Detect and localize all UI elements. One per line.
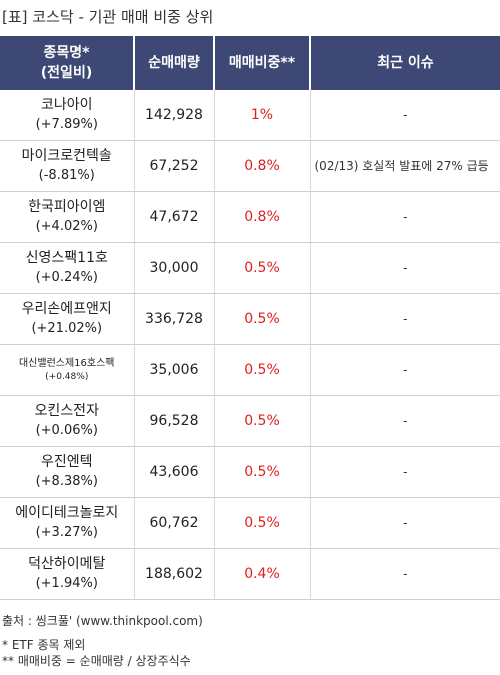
stock-name: 한국피아이엠: [28, 199, 106, 215]
trade-ratio: 0.5%: [214, 497, 311, 549]
stock-name: 코나아이: [40, 97, 93, 113]
header-stock-name: 종목명* (전일비): [0, 36, 135, 90]
net-volume: 188,602: [134, 548, 215, 600]
table-row: 신영스팩11호 (+0.24%) 30,000 0.5% -: [0, 242, 500, 294]
net-volume: 30,000: [134, 242, 215, 294]
stock-name-cell: 마이크로컨텍솔 (-8.81%): [0, 140, 135, 192]
trade-ratio: 0.5%: [214, 293, 311, 345]
table-row: 한국피아이엠 (+4.02%) 47,672 0.8% -: [0, 191, 500, 243]
net-volume: 336,728: [134, 293, 215, 345]
net-volume: 96,528: [134, 395, 215, 447]
stock-name-cell: 우진엔텍 (+8.38%): [0, 446, 135, 498]
trade-ratio: 0.5%: [214, 446, 311, 498]
recent-issue: -: [310, 90, 500, 141]
stock-name-cell: 오킨스전자 (+0.06%): [0, 395, 135, 447]
header-name-line2: (전일비): [40, 65, 93, 81]
stock-name: 신영스팩11호: [25, 250, 108, 266]
stock-name-cell: 코나아이 (+7.89%): [0, 90, 135, 141]
stock-name: 오킨스전자: [34, 403, 99, 419]
stock-change: (+0.24%): [35, 270, 98, 285]
footnote-ratio: ** 매매비중 = 순매매량 / 상장주식수: [2, 654, 191, 668]
table-row: 우진엔텍 (+8.38%) 43,606 0.5% -: [0, 446, 500, 498]
stock-name: 덕산하이메탈: [28, 556, 106, 572]
source-note: 출처 : 씽크풀' (www.thinkpool.com): [2, 614, 203, 628]
trade-ratio: 0.5%: [214, 344, 311, 396]
stock-change: (+1.94%): [35, 576, 98, 591]
stock-change: (+0.48%): [45, 372, 89, 382]
stock-name-cell: 덕산하이메탈 (+1.94%): [0, 548, 135, 600]
recent-issue: -: [310, 446, 500, 498]
recent-issue: -: [310, 344, 500, 396]
trade-ratio: 0.5%: [214, 242, 311, 294]
stock-change: (+4.02%): [35, 219, 98, 234]
table-row: 대신밸런스제16호스팩 (+0.48%) 35,006 0.5% -: [0, 344, 500, 396]
recent-issue: -: [310, 497, 500, 549]
stock-name: 에이디테크놀로지: [15, 505, 119, 521]
stock-name-cell: 신영스팩11호 (+0.24%): [0, 242, 135, 294]
recent-issue: -: [310, 293, 500, 345]
recent-issue: -: [310, 191, 500, 243]
stock-name-cell: 대신밸런스제16호스팩 (+0.48%): [0, 344, 135, 396]
header-name-line1: 종목명*: [43, 45, 90, 61]
stock-name-cell: 에이디테크놀로지 (+3.27%): [0, 497, 135, 549]
trade-ratio: 0.8%: [214, 191, 311, 243]
table-row: 에이디테크놀로지 (+3.27%) 60,762 0.5% -: [0, 497, 500, 549]
net-volume: 142,928: [134, 90, 215, 141]
page-title: [표] 코스닥 - 기관 매매 비중 상위: [2, 8, 214, 26]
stock-change: (+3.27%): [35, 525, 98, 540]
net-volume: 35,006: [134, 344, 215, 396]
table-row: 덕산하이메탈 (+1.94%) 188,602 0.4% -: [0, 548, 500, 600]
stock-change: (+21.02%): [31, 321, 103, 336]
recent-issue: -: [310, 242, 500, 294]
net-volume: 60,762: [134, 497, 215, 549]
stock-name-cell: 한국피아이엠 (+4.02%): [0, 191, 135, 243]
table-row: 우리손에프앤지 (+21.02%) 336,728 0.5% -: [0, 293, 500, 345]
table-header-row: 종목명* (전일비) 순매매량 매매비중** 최근 이슈: [0, 36, 500, 90]
stock-name: 마이크로컨텍솔: [21, 148, 112, 164]
institution-trading-table: 종목명* (전일비) 순매매량 매매비중** 최근 이슈 코나아이 (+7.89%…: [0, 36, 500, 600]
recent-issue: -: [310, 395, 500, 447]
stock-name: 대신밸런스제16호스팩: [18, 358, 115, 369]
trade-ratio: 0.8%: [214, 140, 311, 192]
trade-ratio: 0.4%: [214, 548, 311, 600]
recent-issue: (02/13) 호실적 발표에 27% 급등: [310, 140, 500, 192]
stock-name-cell: 우리손에프앤지 (+21.02%): [0, 293, 135, 345]
stock-change: (-8.81%): [38, 168, 95, 183]
recent-issue: -: [310, 548, 500, 600]
net-volume: 67,252: [134, 140, 215, 192]
footnote-etf: * ETF 종목 제외: [2, 638, 86, 652]
stock-name: 우진엔텍: [40, 454, 93, 470]
header-trade-ratio: 매매비중**: [214, 36, 311, 90]
stock-change: (+7.89%): [35, 117, 98, 132]
net-volume: 43,606: [134, 446, 215, 498]
stock-name: 우리손에프앤지: [21, 301, 112, 317]
table-row: 코나아이 (+7.89%) 142,928 1% -: [0, 90, 500, 141]
trade-ratio: 1%: [214, 90, 311, 141]
table-row: 마이크로컨텍솔 (-8.81%) 67,252 0.8% (02/13) 호실적 …: [0, 140, 500, 192]
stock-change: (+8.38%): [35, 474, 98, 489]
table-body: 코나아이 (+7.89%) 142,928 1% - 마이크로컨텍솔 (-8.81%…: [0, 90, 500, 600]
table-row: 오킨스전자 (+0.06%) 96,528 0.5% -: [0, 395, 500, 447]
net-volume: 47,672: [134, 191, 215, 243]
header-net-volume: 순매매량: [134, 36, 215, 90]
stock-change: (+0.06%): [35, 423, 98, 438]
trade-ratio: 0.5%: [214, 395, 311, 447]
header-recent-issue: 최근 이슈: [310, 36, 500, 90]
